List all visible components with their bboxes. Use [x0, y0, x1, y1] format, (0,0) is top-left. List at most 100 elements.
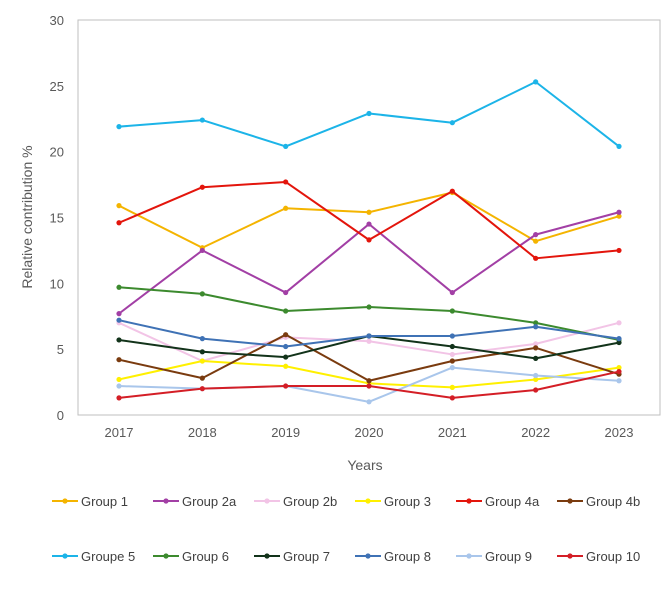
data-point [199, 336, 205, 342]
data-point [283, 343, 289, 350]
series-line [118, 286, 620, 341]
data-point [449, 188, 455, 194]
data-point [199, 184, 205, 190]
data-point [533, 232, 539, 238]
data-point [366, 333, 372, 339]
legend-point-marker [163, 553, 169, 559]
legend-item: Group 10 [557, 549, 640, 564]
series-line [118, 211, 620, 315]
legend-label: Groupe 5 [81, 549, 135, 564]
legend-point-marker [466, 498, 472, 504]
legend-point-marker [567, 553, 573, 559]
data-point [533, 324, 539, 330]
legend-item: Group 8 [355, 549, 431, 564]
series-group [116, 368, 622, 401]
data-point [449, 343, 455, 350]
series-layer [116, 79, 622, 405]
series-group [116, 317, 622, 350]
y-tick-label: 30 [50, 13, 64, 28]
data-point [116, 220, 122, 226]
data-point [199, 291, 205, 297]
data-point [616, 339, 622, 346]
data-point [116, 395, 122, 401]
data-point [199, 375, 205, 381]
data-point [199, 247, 205, 254]
data-point [533, 376, 539, 383]
y-tick-label: 20 [50, 145, 64, 160]
data-point [533, 355, 539, 361]
x-tick-label: 2017 [105, 425, 134, 440]
legend-item: Group 7 [254, 549, 330, 564]
data-point [116, 284, 122, 290]
series-line [118, 180, 620, 260]
data-point [533, 320, 539, 326]
legend-point-marker [567, 498, 573, 504]
y-tick-label: 25 [50, 79, 64, 94]
legend-point-marker [264, 553, 270, 559]
x-tick-label: 2020 [355, 425, 384, 440]
data-point [616, 209, 622, 215]
legend-label: Group 10 [586, 549, 640, 564]
data-point [449, 120, 455, 126]
x-tick-label: 2019 [271, 425, 300, 440]
data-point [366, 383, 372, 389]
legend-point-marker [62, 498, 68, 504]
data-point [366, 209, 372, 215]
data-point [533, 238, 539, 244]
data-point [616, 213, 622, 219]
data-point [283, 363, 289, 369]
y-tick-label: 10 [50, 276, 64, 291]
data-point [366, 378, 372, 384]
data-point [533, 255, 539, 261]
data-point [616, 143, 622, 149]
legend-item: Group 3 [355, 494, 431, 509]
series-group [116, 79, 622, 149]
data-point [116, 203, 122, 209]
data-point [116, 383, 122, 389]
legend-point-marker [365, 553, 371, 559]
legend-point-marker [62, 553, 68, 559]
data-point [533, 372, 539, 379]
data-point [116, 317, 122, 323]
legend-label: Group 8 [384, 549, 431, 564]
data-point [199, 386, 205, 392]
legend-point-marker [264, 498, 270, 504]
data-point [366, 237, 372, 243]
data-point [449, 333, 455, 339]
data-point [283, 289, 289, 296]
data-point [533, 387, 539, 393]
legend-label: Group 7 [283, 549, 330, 564]
data-point [199, 358, 205, 364]
x-tick-label: 2018 [188, 425, 217, 440]
data-point [283, 332, 289, 338]
legend-point-marker [365, 498, 371, 504]
legend-item: Group 1 [52, 494, 128, 509]
y-tick-label: 5 [57, 342, 64, 357]
data-point [616, 368, 622, 375]
data-point [533, 341, 539, 347]
data-point [366, 338, 372, 344]
data-point [116, 337, 122, 343]
series-group [116, 358, 622, 390]
data-point [616, 365, 622, 371]
data-point [116, 357, 122, 363]
legend-point-marker [163, 498, 169, 504]
legend-point-marker [466, 553, 472, 559]
data-point [366, 399, 372, 405]
legend-item: Groupe 5 [52, 549, 135, 564]
data-point [449, 365, 455, 371]
y-tick-label: 15 [50, 211, 64, 226]
data-point [449, 289, 455, 296]
data-point [283, 308, 289, 314]
x-tick-label: 2022 [521, 425, 550, 440]
data-point [616, 336, 622, 342]
data-point [616, 378, 622, 384]
data-point [449, 384, 455, 390]
data-point [116, 376, 122, 383]
legend-item: Group 4b [557, 494, 640, 509]
x-tick-label: 2021 [438, 425, 467, 440]
legend-item: Group 6 [153, 549, 229, 564]
data-point [449, 358, 455, 364]
